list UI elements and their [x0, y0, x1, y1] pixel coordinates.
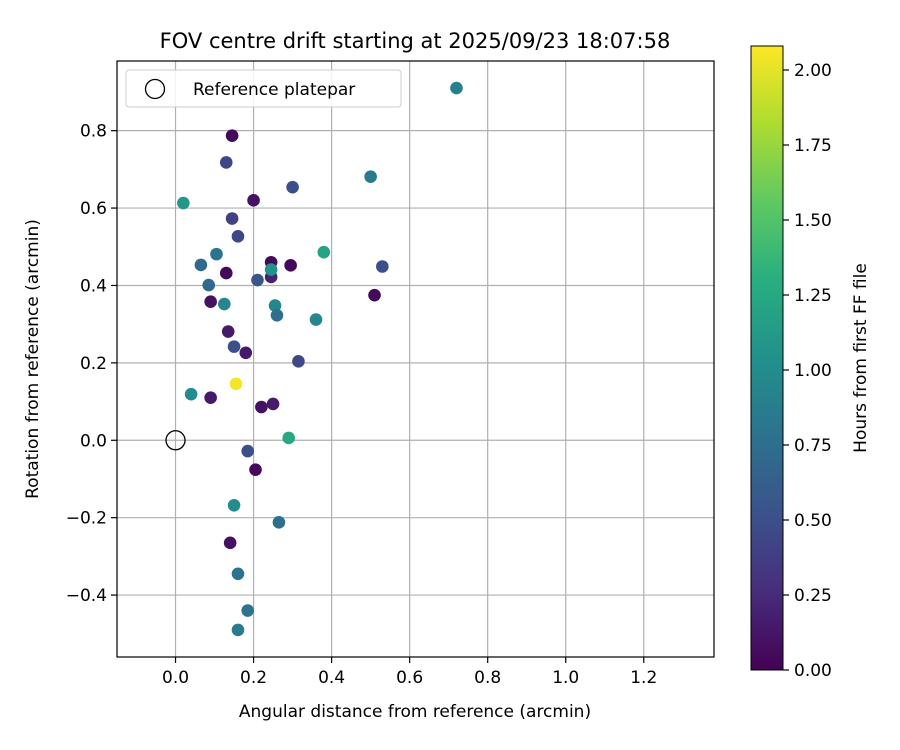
data-point-32	[204, 391, 217, 405]
data-point-3	[286, 180, 299, 194]
data-point-39	[272, 516, 286, 529]
data-point-25	[309, 313, 323, 326]
x-tick-label-1: 0.2	[240, 668, 267, 688]
grid	[117, 61, 714, 657]
plot-area-frame	[116, 60, 715, 658]
x-axis-ticks: 0.0 0.2 0.4 0.6 0.8 1.0 1.2	[162, 657, 657, 688]
colorbar-tick-label-1: 0.25	[794, 586, 832, 606]
y-tick-label-6: 0.8	[80, 122, 107, 142]
data-point-23	[268, 299, 282, 312]
data-point-28	[239, 346, 253, 360]
data-point-15	[219, 266, 233, 280]
x-tick-label-4: 0.8	[474, 668, 501, 688]
x-tick-label-6: 1.2	[630, 668, 657, 688]
data-point-20	[368, 288, 381, 302]
data-point-40	[223, 536, 237, 550]
colorbar-tick-label-4: 1.00	[794, 361, 832, 381]
colorbar-label: Hours from first FF file	[851, 263, 871, 453]
data-point-35	[282, 431, 295, 445]
x-axis-label: Angular distance from reference (arcmin)	[239, 702, 591, 722]
data-point-10	[210, 247, 223, 261]
data-point-0	[225, 129, 239, 142]
legend-reference-marker	[144, 78, 166, 100]
data-point-29	[292, 355, 305, 368]
data-point-18	[251, 273, 264, 287]
data-point-41	[231, 567, 245, 581]
data-point-14	[376, 260, 389, 273]
data-point-12	[284, 259, 297, 272]
data-point-13	[317, 245, 331, 259]
data-point-38	[227, 498, 241, 512]
colorbar-tick-label-3: 0.75	[794, 436, 832, 456]
data-point-30	[229, 377, 243, 391]
data-point-19	[202, 278, 215, 292]
y-tick-label-3: 0.2	[80, 354, 107, 374]
legend-label: Reference platepar	[193, 80, 355, 100]
y-tick-label-2: 0.0	[80, 431, 107, 451]
data-point-21	[204, 295, 217, 309]
data-point-9	[194, 258, 208, 272]
data-point-22	[218, 297, 231, 311]
legend-box	[125, 69, 402, 108]
data-point-7	[225, 212, 239, 225]
x-tick-label-5: 1.0	[552, 668, 579, 688]
y-axis-ticks: −0.4 −0.2 0.0 0.2 0.4 0.6 0.8	[66, 122, 117, 606]
data-point-37	[249, 463, 262, 476]
y-tick-label-4: 0.4	[80, 276, 107, 296]
data-point-26	[221, 325, 235, 338]
data-point-43	[231, 623, 245, 637]
y-tick-label-1: −0.2	[66, 509, 107, 529]
data-point-24	[270, 308, 284, 322]
chart-title: FOV centre drift starting at 2025/09/23 …	[160, 29, 671, 53]
colorbar-gradient	[750, 45, 784, 671]
data-point-36	[241, 444, 255, 458]
colorbar-ticks: 0.00 0.25 0.50 0.75 1.00 1.25 1.50 1.75 2.00	[783, 61, 832, 681]
data-point-42	[241, 604, 255, 617]
y-tick-label-0: −0.4	[66, 586, 107, 606]
x-tick-label-0: 0.0	[162, 668, 189, 688]
data-point-1	[219, 156, 233, 169]
data-point-5	[177, 196, 190, 210]
legend: Reference platepar	[125, 69, 402, 108]
reference-platepar-marker	[165, 430, 186, 451]
reference-layer	[165, 430, 186, 451]
data-point-8	[231, 230, 245, 243]
colorbar-tick-label-5: 1.25	[794, 286, 832, 306]
data-point-2	[450, 81, 463, 95]
data-point-17	[264, 263, 278, 276]
y-axis-label: Rotation from reference (arcmin)	[23, 219, 43, 499]
colorbar: 0.00 0.25 0.50 0.75 1.00 1.25 1.50 1.75 2.00 Hou…	[750, 45, 871, 681]
data-point-6	[247, 194, 260, 207]
data-point-31	[184, 387, 198, 401]
data-point-27	[227, 340, 241, 353]
y-tick-label-5: 0.6	[80, 199, 107, 219]
x-tick-label-3: 0.6	[396, 668, 423, 688]
x-tick-label-2: 0.4	[318, 668, 345, 688]
data-point-33	[255, 400, 268, 414]
data-point-4	[364, 170, 377, 184]
colorbar-tick-label-7: 1.75	[794, 136, 832, 156]
colorbar-tick-label-6: 1.50	[794, 211, 832, 231]
data-point-34	[266, 397, 280, 411]
colorbar-tick-label-2: 0.50	[794, 511, 832, 531]
data-points	[177, 81, 463, 637]
colorbar-tick-label-8: 2.00	[794, 61, 832, 81]
colorbar-tick-label-0: 0.00	[794, 661, 832, 681]
